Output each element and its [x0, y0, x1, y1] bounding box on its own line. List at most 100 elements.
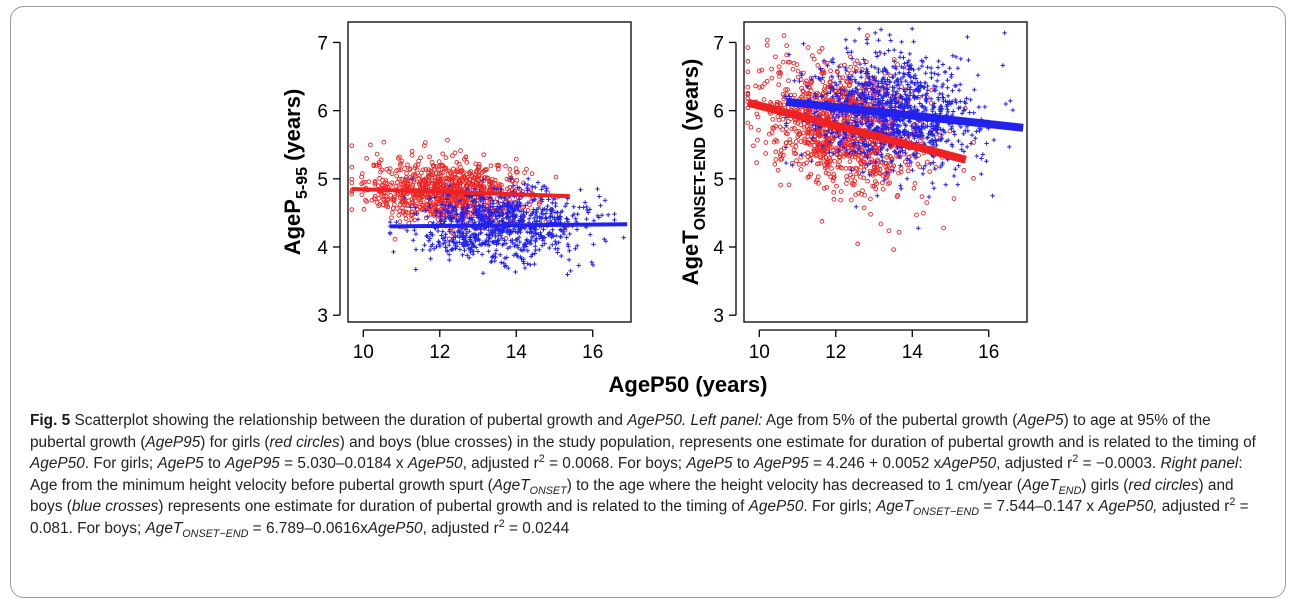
girl-point: [349, 189, 355, 194]
boy-point: [980, 152, 985, 157]
caption-segment: = 7.544–0.147 x: [979, 498, 1099, 515]
boy-point: [857, 26, 862, 31]
girl-point: [859, 191, 864, 197]
boy-point: [858, 119, 863, 125]
boy-point: [975, 73, 981, 78]
boy-point: [844, 120, 849, 125]
boy-point: [498, 187, 504, 192]
boy-point: [568, 268, 573, 274]
boy-point: [934, 142, 939, 148]
boy-point: [898, 93, 903, 99]
girl-point: [422, 177, 428, 183]
boy-point: [951, 129, 956, 134]
girl-point: [745, 69, 751, 75]
boy-point: [473, 207, 478, 212]
boy-point: [865, 162, 870, 168]
girl-point: [775, 114, 781, 119]
boy-point: [805, 84, 810, 89]
boy-point: [797, 79, 802, 84]
boy-point: [940, 82, 946, 87]
boy-point: [880, 81, 885, 86]
girl-point: [439, 195, 445, 201]
boy-point: [409, 176, 415, 181]
girl-point: [464, 160, 470, 165]
boy-point: [935, 130, 940, 136]
girl-point: [405, 178, 411, 184]
girl-point: [418, 170, 424, 176]
boy-point: [845, 74, 851, 80]
girl-point: [468, 169, 474, 174]
boy-point: [493, 214, 498, 219]
boy-point: [946, 138, 951, 143]
girl-point: [376, 195, 382, 201]
girl-point: [388, 193, 393, 198]
boy-point: [865, 148, 870, 154]
boy-point: [831, 151, 836, 156]
boy-point: [880, 102, 885, 107]
boy-point: [502, 256, 508, 261]
girl-point: [396, 167, 402, 173]
girl-point: [779, 156, 785, 162]
boy-point: [813, 109, 819, 115]
girl-point: [507, 167, 513, 172]
boy-point: [901, 65, 907, 71]
boy-point: [480, 271, 486, 276]
girl-point: [476, 164, 482, 170]
boy-point: [488, 201, 493, 207]
boy-point: [932, 166, 938, 172]
boy-point: [967, 110, 972, 115]
boy-point: [929, 70, 934, 76]
boy-point: [512, 242, 518, 247]
boy-point: [474, 210, 479, 215]
boy-point: [893, 72, 898, 77]
boy-point: [870, 94, 875, 99]
boy-point: [576, 263, 581, 268]
girl-point: [902, 151, 907, 157]
girl-point: [363, 197, 368, 203]
girl-point: [391, 202, 397, 207]
caption-segment: = 6.789–0.0616x: [248, 519, 368, 537]
girl-point: [794, 158, 799, 164]
boy-point: [853, 119, 859, 124]
boy-point: [438, 213, 443, 219]
girl-point: [464, 198, 470, 203]
boy-point: [401, 195, 407, 200]
boy-point: [415, 217, 421, 222]
girl-point: [763, 151, 769, 156]
girl-point: [838, 189, 844, 194]
girl-point: [349, 143, 355, 149]
boy-point: [837, 79, 843, 84]
boy-point: [905, 104, 910, 109]
boy-point: [531, 233, 536, 239]
girl-point: [852, 154, 858, 160]
boy-point: [940, 91, 945, 97]
boy-point: [945, 85, 950, 90]
boy-point: [427, 203, 432, 209]
girl-point: [819, 219, 825, 224]
boy-point: [959, 147, 964, 152]
boy-point: [799, 73, 804, 78]
boy-point: [856, 140, 861, 145]
boy-point: [939, 84, 945, 90]
girl-point: [376, 160, 382, 165]
boy-point: [924, 135, 930, 141]
girl-point: [816, 181, 821, 186]
boy-point: [801, 41, 806, 46]
boy-point: [899, 79, 904, 85]
girl-point: [853, 192, 858, 198]
boy-point: [931, 83, 937, 89]
girl-point: [458, 168, 463, 174]
boy-point: [940, 127, 946, 132]
boy-point: [465, 186, 471, 192]
girl-point: [845, 177, 850, 182]
boy-point: [906, 70, 911, 75]
boy-point: [478, 230, 484, 235]
boy-point: [451, 240, 456, 245]
boy-point: [886, 48, 891, 53]
boy-point: [962, 99, 967, 105]
girl-point: [529, 171, 535, 177]
right-y-axis-label: AgeTONSET-END (years): [678, 59, 709, 286]
girl-point: [515, 169, 520, 175]
boy-point: [591, 242, 596, 247]
caption-segment: red circles: [1128, 476, 1199, 494]
